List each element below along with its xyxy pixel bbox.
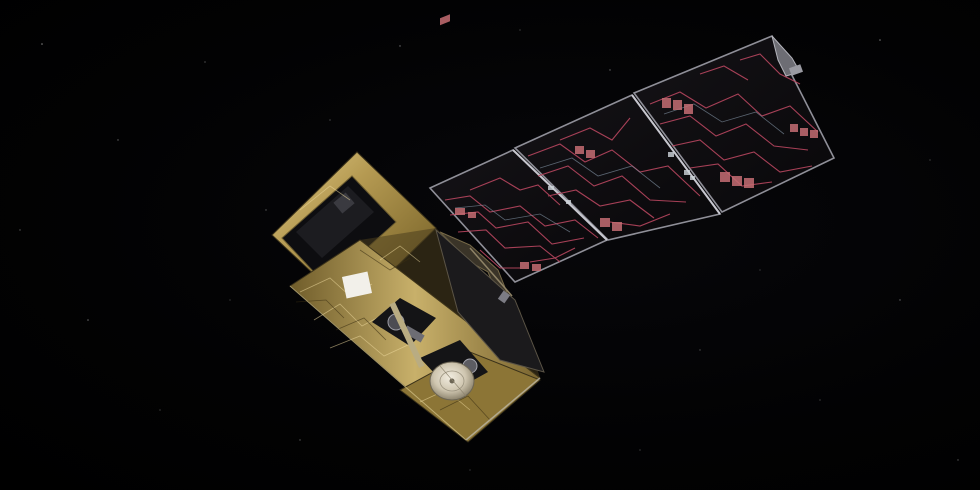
array-tip-bracket	[771, 35, 804, 77]
solar-panel-3	[632, 34, 836, 214]
satellite-bus	[271, 151, 545, 443]
solar-array	[428, 14, 836, 306]
label-patch	[341, 271, 373, 299]
antenna-dish-icon	[429, 361, 475, 401]
circuit-traces	[444, 53, 819, 269]
solar-cells	[440, 14, 818, 271]
starfield	[19, 29, 959, 471]
